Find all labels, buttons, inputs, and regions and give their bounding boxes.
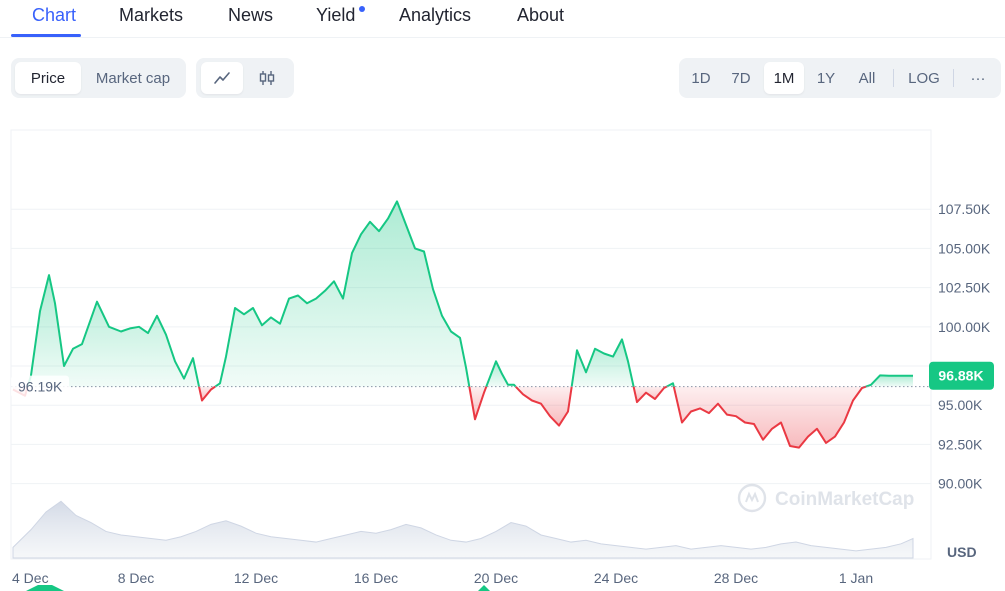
current-price-tag: 96.88K <box>929 361 994 390</box>
x-tick-label: 12 Dec <box>234 570 278 586</box>
area-above-baseline <box>27 275 200 387</box>
x-tick-label: 24 Dec <box>594 570 638 586</box>
price-line-down <box>514 385 573 427</box>
price-line-up <box>865 374 913 388</box>
y-axis: 90.00K 92.50K 95.00K 100.00K 102.50K 105.00K 1… <box>938 201 991 491</box>
volume-area-path <box>12 500 914 559</box>
range-selector: 1D 7D 1M 1Y All LOG ··· <box>679 58 1001 98</box>
range-1y-button[interactable]: 1Y <box>816 69 836 87</box>
price-series <box>12 200 913 449</box>
chart-type-toggle <box>196 58 294 98</box>
price-line-up <box>214 200 471 388</box>
price-line-down <box>672 385 867 449</box>
x-tick-label: 28 Dec <box>714 570 758 586</box>
volume-area <box>12 500 914 559</box>
tab-yield[interactable]: Yield <box>316 5 356 25</box>
area-above-baseline <box>571 339 634 387</box>
range-all-button[interactable]: All <box>858 69 876 87</box>
y-unit-label: USD <box>947 544 977 560</box>
area-above-baseline <box>215 201 470 387</box>
candlestick-button[interactable] <box>246 62 288 94</box>
y-tick-label: 90.00K <box>938 476 983 492</box>
line-chart-icon <box>214 72 230 84</box>
price-line-down <box>632 385 668 404</box>
watermark: CoinMarketCap <box>737 483 914 513</box>
x-tick-label: 4 Dec <box>12 570 49 586</box>
top-tab-bar: Chart Markets News Yield Analytics About <box>0 0 1005 38</box>
current-price-label: 96.88K <box>938 368 983 384</box>
y-tick-label: 102.50K <box>938 280 991 296</box>
price-line-up <box>666 382 675 388</box>
active-tab-indicator <box>11 34 81 37</box>
y-tick-label: 100.00K <box>938 319 991 335</box>
area-above-baseline <box>866 375 913 387</box>
range-divider <box>893 69 894 87</box>
tab-analytics[interactable]: Analytics <box>399 5 472 25</box>
tab-markets[interactable]: Markets <box>119 5 184 25</box>
coinmarketcap-logo-icon <box>737 483 767 513</box>
range-7d-button[interactable]: 7D <box>731 69 751 87</box>
price-line-down <box>468 386 488 421</box>
y-tick-label: 107.50K <box>938 201 991 217</box>
x-tick-label: 16 Dec <box>354 570 398 586</box>
tab-chart[interactable]: Chart <box>32 5 77 25</box>
metric-toggle: Price Market cap <box>11 58 186 98</box>
area-below-baseline <box>469 386 487 420</box>
x-tick-label: 20 Dec <box>474 570 518 586</box>
x-tick-label: 8 Dec <box>118 570 155 586</box>
range-start-handle <box>26 585 64 591</box>
more-options-button[interactable]: ··· <box>970 69 986 87</box>
market-cap-button[interactable]: Market cap <box>95 69 171 87</box>
log-scale-button[interactable]: LOG <box>908 69 940 87</box>
price-line-up <box>26 274 200 387</box>
baseline-value-label: 96.19K <box>18 379 63 395</box>
baseline-tag: 96.19K <box>11 375 69 398</box>
y-tick-label: 105.00K <box>938 240 991 256</box>
watermark-text: CoinMarketCap <box>775 489 914 510</box>
price-line-up <box>570 338 635 387</box>
y-tick-label: 92.50K <box>938 436 983 452</box>
price-line-up <box>485 360 517 388</box>
price-line-down <box>198 385 216 402</box>
range-marker <box>478 585 490 591</box>
candlestick-icon <box>259 71 275 85</box>
tab-about[interactable]: About <box>517 5 565 25</box>
line-chart-button[interactable] <box>201 62 243 94</box>
y-tick-label: 95.00K <box>938 397 983 413</box>
area-below-baseline <box>673 386 866 448</box>
tab-news[interactable]: News <box>228 5 274 25</box>
range-divider <box>953 69 954 87</box>
new-badge-dot <box>359 6 365 12</box>
price-button[interactable]: Price <box>15 62 81 94</box>
range-1d-button[interactable]: 1D <box>691 69 711 87</box>
x-axis: 4 Dec 8 Dec 12 Dec 16 Dec 20 Dec 24 Dec 28 Dec… <box>12 570 873 591</box>
range-1m-button[interactable]: 1M <box>764 62 804 94</box>
plot-frame <box>10 129 932 560</box>
area-below-baseline <box>633 386 667 403</box>
x-tick-label: 1 Jan <box>839 570 873 586</box>
